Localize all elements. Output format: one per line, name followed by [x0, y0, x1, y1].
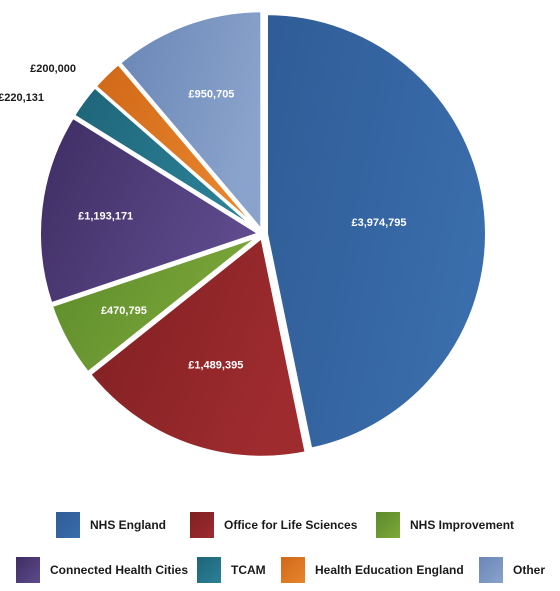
legend-item-connected-health-cities: Connected Health Cities	[16, 557, 188, 583]
data-label-health-education-england: £200,000	[30, 63, 76, 75]
legend-label: NHS England	[90, 518, 167, 532]
legend-swatch	[197, 557, 221, 583]
legend-swatch	[281, 557, 305, 583]
legend-item-nhs-improvement: NHS Improvement	[376, 512, 514, 538]
pie-slice-other	[117, 9, 264, 235]
legend-swatch	[376, 512, 400, 538]
pie-slice-nhs-england	[264, 12, 488, 451]
data-label-connected-health-cities: £1,193,171	[78, 211, 133, 223]
data-label-tcam: £220,131	[0, 92, 44, 104]
legend-item-tcam: TCAM	[197, 557, 266, 583]
legend-swatch	[16, 557, 40, 583]
legend-swatch	[479, 557, 503, 583]
legend-label: Other	[513, 563, 546, 577]
pie-slice-office-for-life-sciences	[87, 234, 308, 459]
data-label-office-for-life-sciences: £1,489,395	[188, 359, 243, 371]
legend-item-other: Other	[479, 557, 545, 583]
data-label-nhs-improvement: £470,795	[101, 305, 147, 317]
legend-item-office-for-life-sciences: Office for Life Sciences	[190, 512, 357, 538]
legend-label: TCAM	[231, 563, 266, 577]
pie-slice-nhs-improvement	[49, 234, 261, 375]
pie-chart: £3,974,795 £1,489,395 £470,795 £1,193,171 £2…	[0, 9, 488, 459]
legend-item-health-education-england: Health Education England	[281, 557, 464, 583]
legend-swatch	[190, 512, 214, 538]
pie-slice-connected-health-cities	[38, 115, 264, 306]
data-label-nhs-england: £3,974,795	[351, 217, 406, 229]
legend-label: NHS Improvement	[410, 518, 515, 532]
legend-label: Health Education England	[315, 563, 464, 577]
legend-label: Office for Life Sciences	[224, 518, 358, 532]
legend-swatch	[56, 512, 80, 538]
legend-item-nhs-england: NHS England	[56, 512, 166, 538]
legend-label: Connected Health Cities	[50, 563, 189, 577]
data-label-other: £950,705	[189, 89, 235, 101]
